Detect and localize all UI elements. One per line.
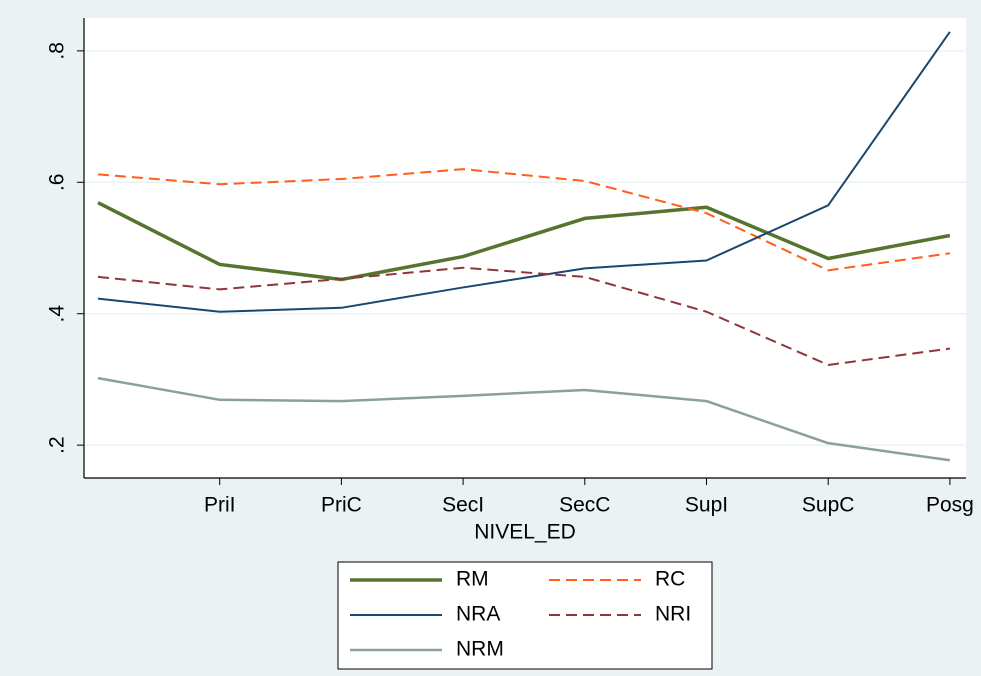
x-tick-label: PriI	[204, 494, 236, 517]
y-tick-label: .4	[46, 305, 69, 323]
series-line	[97, 201, 951, 282]
legend-label: NRM	[456, 638, 504, 661]
y-tick-label: .2	[46, 436, 69, 454]
legend-label: NRI	[655, 603, 691, 626]
x-tick-label: Posg	[926, 494, 974, 517]
legend-label: NRA	[456, 603, 500, 626]
series-line	[97, 266, 951, 366]
x-tick-label: SupC	[802, 494, 855, 517]
x-axis-title: NIVEL_ED	[474, 521, 576, 544]
x-tick-label: SecI	[442, 494, 484, 517]
series-line	[97, 168, 951, 272]
plot-area	[84, 18, 966, 478]
series-line	[97, 376, 951, 462]
y-tick-label: .8	[46, 42, 69, 60]
x-tick-label: PriC	[321, 494, 362, 517]
legend-label: RM	[456, 568, 489, 591]
series-line	[97, 31, 951, 313]
y-tick-label: .6	[46, 174, 69, 192]
x-tick-label: SecC	[559, 494, 610, 517]
x-tick-label: SupI	[685, 494, 728, 517]
legend-label: RC	[655, 568, 685, 591]
